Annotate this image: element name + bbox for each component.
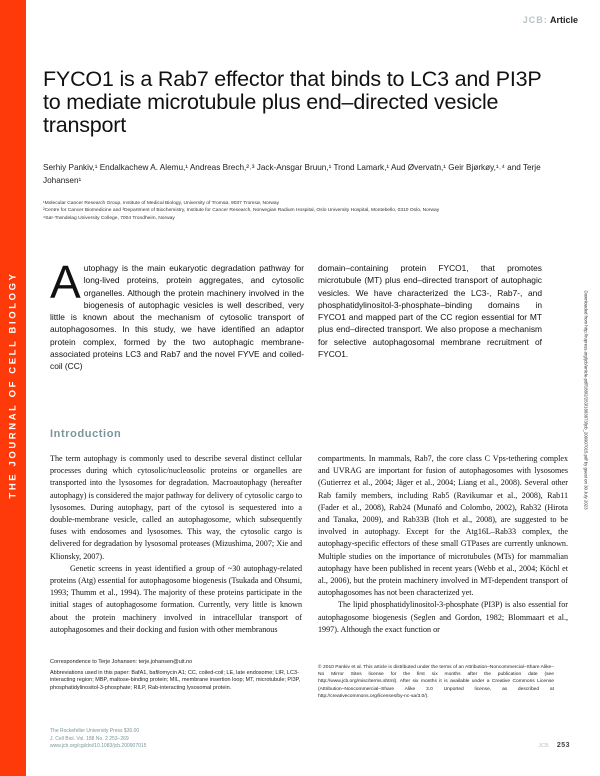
drop-cap: A: [50, 256, 81, 308]
running-header: JCB: Article: [523, 15, 578, 25]
citation: J. Cell Biol. Vol. 188 No. 2 253–269: [50, 735, 129, 742]
publisher: The Rockefeller University Press $30.00: [50, 728, 140, 734]
correspondence: Correspondence to Terje Johansen: terje.…: [50, 659, 193, 665]
download-watermark: Downloaded from http://rupress.org/jcb/a…: [583, 290, 589, 510]
article-title: FYCO1 is a Rab7 effector that binds to L…: [43, 67, 542, 137]
journal-sidebar: THE JOURNAL OF CELL BIOLOGY: [0, 0, 26, 776]
paragraph: compartments. In mammals, Rab7, the core…: [318, 454, 568, 598]
body-column-left: The term autophagy is commonly used to d…: [50, 453, 302, 636]
paragraph: The term autophagy is commonly used to d…: [50, 454, 302, 561]
authors: Serhiy Pankiv,¹ Endalkachew A. Alemu,¹ A…: [43, 163, 541, 185]
affiliations: ¹Molecular Cancer Research Group, Instit…: [43, 200, 563, 222]
license-note: © 2010 Pankiv et al. This article is dis…: [318, 665, 554, 699]
paragraph: The lipid phosphatidylinositol-3-phospha…: [318, 600, 568, 634]
doi-link[interactable]: www.jcb.org/cgi/doi/10.1083/jcb.20090701…: [50, 743, 147, 749]
abstract-text: utophagy is the main eukaryotic degradat…: [50, 263, 304, 372]
body-column-right: compartments. In mammals, Rab7, the core…: [318, 453, 568, 636]
publisher-footer: The Rockefeller University Press $30.00 …: [50, 728, 146, 751]
journal-name: THE JOURNAL OF CELL BIOLOGY: [7, 271, 19, 499]
affiliation: ²Centre for Cancer Biomedicine and ³Depa…: [43, 208, 440, 214]
section-heading: Introduction: [50, 428, 122, 440]
page-num: 253: [556, 742, 570, 749]
article-type: Article: [549, 15, 578, 25]
affiliation: ⁴Sør-Trøndelag University College, 7004 …: [43, 215, 175, 221]
abbreviations: Abbreviations used in this paper: BafA1,…: [50, 669, 301, 691]
paragraph: Genetic screens in yeast identified a gr…: [50, 563, 302, 634]
page-number: JCB 253: [538, 742, 570, 749]
affiliation: ¹Molecular Cancer Research Group, Instit…: [43, 201, 280, 206]
footnotes: Correspondence to Terje Johansen: terje.…: [50, 659, 302, 692]
page-journal: JCB: [538, 743, 549, 749]
journal-abbrev: JCB:: [522, 15, 548, 25]
abstract-right: domain–containing protein FYCO1, that pr…: [318, 263, 542, 360]
